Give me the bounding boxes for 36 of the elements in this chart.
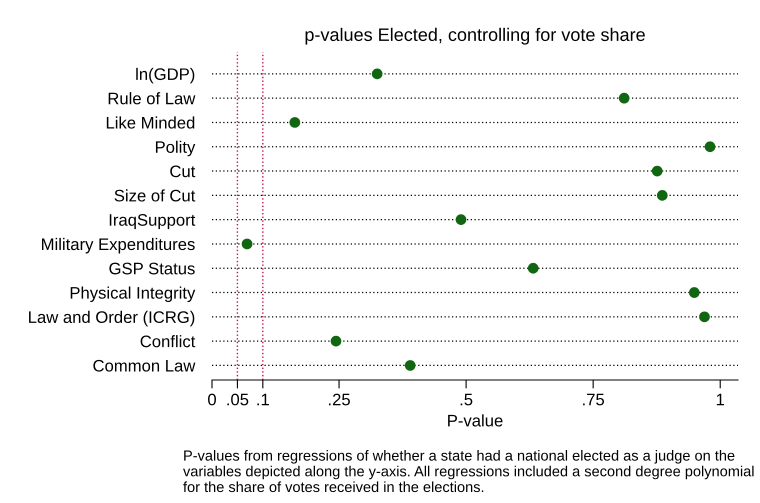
point [618,92,630,104]
y-tick-label: Military Expenditures [42,238,195,254]
y-tick-label: Physical Integrity [70,286,196,302]
point [652,166,663,176]
x-tick-label: .1 [257,394,269,406]
x-tick-label: .5 [460,394,472,406]
point [289,117,300,128]
point [372,68,383,80]
y-tick-label: IraqSupport [110,214,196,230]
point [404,360,416,371]
x-tick-label: .75 [583,394,604,406]
y-tick-label: Rule of Law [108,92,196,104]
point [656,190,668,201]
y-tick-label: Cut [170,165,196,178]
x-tick-label: .25 [328,394,350,406]
chart-title: p-values Elected, controlling for vote share [306,28,645,45]
x-tick-label: 0 [208,394,216,406]
point [528,262,539,274]
y-tick-label: Law and Order (ICRG) [29,310,194,326]
y-tick-label: Common Law [93,360,196,372]
point [242,238,252,250]
y-tick-label: Conflict [140,335,196,348]
x-tick-label: 1 [716,394,724,406]
x-axis-title: P-value [448,414,503,427]
point [704,141,716,152]
point [330,336,342,346]
point [699,311,710,322]
point [688,287,700,298]
x-tick-label: .05 [227,394,248,406]
y-tick-label: Size of Cut [114,189,196,202]
point [456,214,466,225]
y-tick-label: Like Minded [106,116,194,129]
y-tick-label: ln(GDP) [136,68,194,84]
y-tick-label: GSP Status [109,262,195,274]
text: P-values from regressions of whether a state had a national elected as a judge on the variables depicted along the y-axis. All regressions included a second degree polynomial for the share of votes received in the elections. [183,450,754,492]
y-tick-label: Polity [156,140,196,156]
